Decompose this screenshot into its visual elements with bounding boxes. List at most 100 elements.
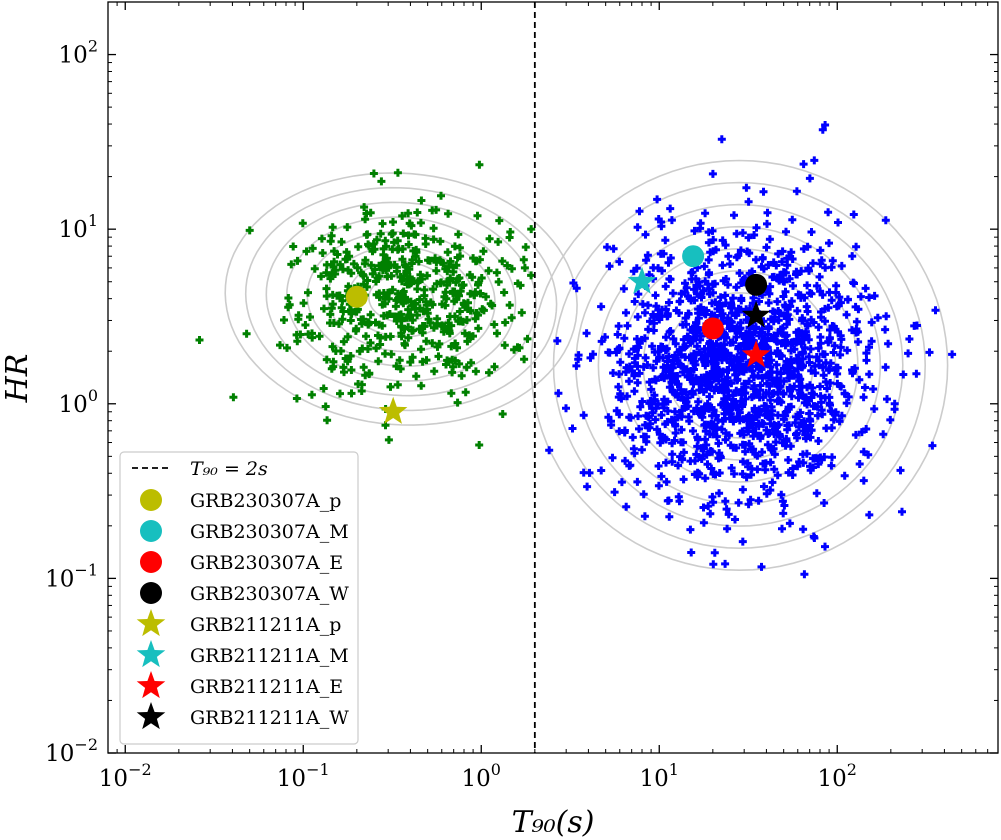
scatter-point [677, 289, 686, 298]
scatter-point [453, 274, 462, 283]
scatter-point [721, 241, 730, 250]
scatter-point [625, 349, 634, 358]
x-tick-label: 101 [640, 760, 679, 792]
scatter-point [397, 329, 406, 338]
scatter-point [554, 389, 563, 398]
scatter-point [372, 277, 380, 286]
scatter-point [769, 389, 778, 398]
scatter-point [682, 283, 691, 292]
scatter-point [774, 249, 783, 258]
scatter-point [772, 336, 781, 345]
scatter-point [622, 308, 630, 317]
scatter-point [718, 356, 726, 365]
scatter-point [633, 223, 642, 232]
scatter-point [862, 349, 871, 358]
scatter-point [708, 169, 717, 178]
scatter-point [675, 411, 684, 420]
scatter-point [657, 411, 666, 419]
scatter-point [783, 261, 792, 270]
x-tick-label: 10−2 [99, 760, 152, 792]
scatter-point [717, 347, 726, 356]
scatter-point [360, 259, 369, 268]
scatter-point [818, 290, 827, 299]
scatter-point [779, 509, 788, 518]
scatter-point [704, 255, 713, 264]
scatter-point [650, 319, 658, 328]
scatter-point [506, 228, 515, 236]
scatter-point [754, 371, 763, 380]
scatter-point [322, 355, 331, 364]
legend-label-GRB230307A_W: GRB230307A_W [190, 583, 349, 605]
scatter-point [585, 468, 594, 477]
scatter-point [635, 424, 643, 433]
scatter-point [739, 367, 748, 376]
scatter-point [785, 274, 794, 283]
scatter-point [310, 264, 319, 273]
scatter-point [756, 434, 765, 443]
scatter-point [398, 291, 407, 300]
scatter-point [523, 334, 532, 343]
scatter-point [764, 355, 773, 364]
x-tick-label: 100 [462, 760, 501, 792]
scatter-point [655, 315, 664, 324]
scatter-point [780, 312, 789, 320]
scatter-point [338, 315, 347, 324]
y-axis-label: HR [0, 354, 35, 404]
scatter-point [810, 390, 818, 399]
scatter-point [315, 332, 324, 341]
scatter-point [764, 261, 773, 269]
scatter-point [789, 281, 797, 290]
scatter-point [370, 265, 379, 274]
scatter-point [852, 317, 861, 326]
scatter-point [195, 336, 204, 344]
scatter-point [864, 450, 873, 459]
scatter-point [328, 342, 337, 351]
scatter-point [579, 411, 588, 420]
scatter-point [461, 388, 470, 397]
scatter-point [808, 383, 817, 392]
scatter-point [687, 548, 696, 557]
scatter-point [829, 348, 838, 357]
scatter-point [621, 456, 630, 465]
scatter-point [794, 371, 803, 379]
scatter-point [740, 346, 749, 355]
scatter-point [363, 345, 372, 353]
scatter-point [462, 363, 471, 372]
scatter-point [747, 393, 756, 402]
scatter-point [686, 375, 695, 384]
x-axis-label: T₉₀(s) [512, 805, 595, 840]
scatter-point [709, 430, 717, 439]
scatter-point [668, 386, 677, 395]
scatter-point [294, 311, 303, 320]
scatter-point [545, 446, 554, 455]
scatter-point [404, 209, 413, 218]
scatter-point [304, 330, 313, 339]
scatter-point [318, 249, 327, 257]
scatter-point [641, 308, 649, 317]
scatter-point [770, 465, 779, 474]
scatter-point [453, 398, 462, 407]
scatter-point [429, 235, 438, 244]
scatter-point [781, 287, 790, 296]
scatter-point [677, 425, 686, 434]
scatter-point [761, 459, 770, 468]
scatter-point [766, 486, 775, 495]
scatter-point [459, 317, 468, 326]
legend-label-GRB211211A_E: GRB211211A_E [190, 676, 343, 698]
scatter-point [520, 263, 529, 272]
scatter-point [394, 244, 403, 253]
scatter-point [765, 235, 774, 244]
scatter-point [389, 218, 397, 226]
scatter-point [886, 415, 895, 424]
scatter-point [665, 298, 673, 307]
scatter-point [429, 285, 438, 294]
scatter-point [366, 310, 375, 319]
scatter-point [242, 329, 251, 338]
scatter-point [327, 231, 336, 240]
scatter-point [721, 559, 730, 568]
scatter-point [405, 311, 414, 320]
scatter-point [597, 466, 606, 475]
scatter-point [666, 254, 675, 262]
scatter-point [851, 430, 860, 439]
scatter-point [633, 362, 642, 371]
